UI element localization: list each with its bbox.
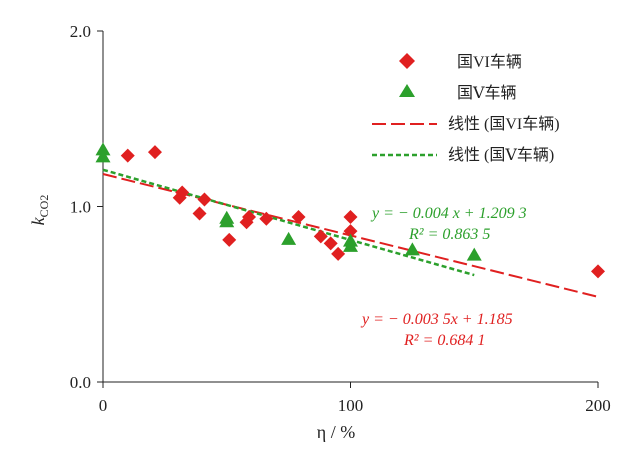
x-tick-label: 100: [338, 396, 364, 415]
data-markers: [95, 142, 605, 279]
y-axis-ticks: 0.0 1.0 2.0: [70, 22, 103, 392]
diamond-point: [192, 206, 207, 221]
legend-label-series-2: 国Ⅴ车辆: [457, 84, 517, 102]
y-tick-label: 1.0: [70, 198, 91, 217]
trendline-2: [102, 168, 475, 277]
triangle-point: [95, 149, 111, 163]
diamond-point: [222, 232, 237, 247]
triangle-point: [219, 214, 235, 228]
legend-label-fit-2: 线性 (国Ⅴ车辆): [448, 146, 554, 164]
legend-marker-diamond-icon: [399, 53, 415, 69]
triangle-point: [343, 233, 358, 247]
triangle-point: [95, 142, 111, 156]
legend-label-series-1: 国VI车辆: [457, 53, 522, 71]
r2-green: R² = 0.863 5: [408, 226, 490, 243]
triangle-point: [281, 231, 297, 245]
y-tick-label: 0.0: [70, 373, 91, 392]
diamond-point: [291, 210, 306, 225]
diamond-point: [343, 210, 358, 225]
diamond-point: [323, 236, 338, 251]
diamond-point: [197, 192, 212, 207]
x-tick-label: 0: [99, 396, 108, 415]
y-axis-label: kCO2: [28, 195, 51, 226]
legend: 国VI车辆 国Ⅴ车辆 线性 (国VI车辆) 线性 (国Ⅴ车辆): [372, 53, 560, 164]
legend-marker-triangle-icon: [399, 84, 415, 97]
diamond-point: [591, 264, 605, 279]
legend-label-fit-1: 线性 (国VI车辆): [448, 115, 560, 133]
triangle-point: [404, 242, 420, 256]
equation-green: y = − 0.004 x + 1.209 3: [370, 205, 527, 222]
x-axis-ticks: 0 100 200: [99, 382, 611, 415]
diamond-point: [331, 246, 346, 261]
diamond-point: [120, 148, 135, 163]
r2-red: R² = 0.684 1: [403, 332, 485, 349]
diamond-point: [343, 224, 358, 239]
diamond-point: [147, 145, 162, 160]
x-axis-label: η / %: [317, 422, 355, 442]
equation-red: y = − 0.003 5x + 1.185: [360, 311, 513, 328]
diamond-point: [313, 229, 328, 244]
diamond-point: [175, 185, 190, 200]
x-tick-label: 200: [585, 396, 611, 415]
diamond-point: [259, 211, 274, 226]
y-tick-label: 2.0: [70, 22, 91, 41]
diamond-point: [242, 210, 257, 225]
triangle-point: [466, 247, 482, 261]
